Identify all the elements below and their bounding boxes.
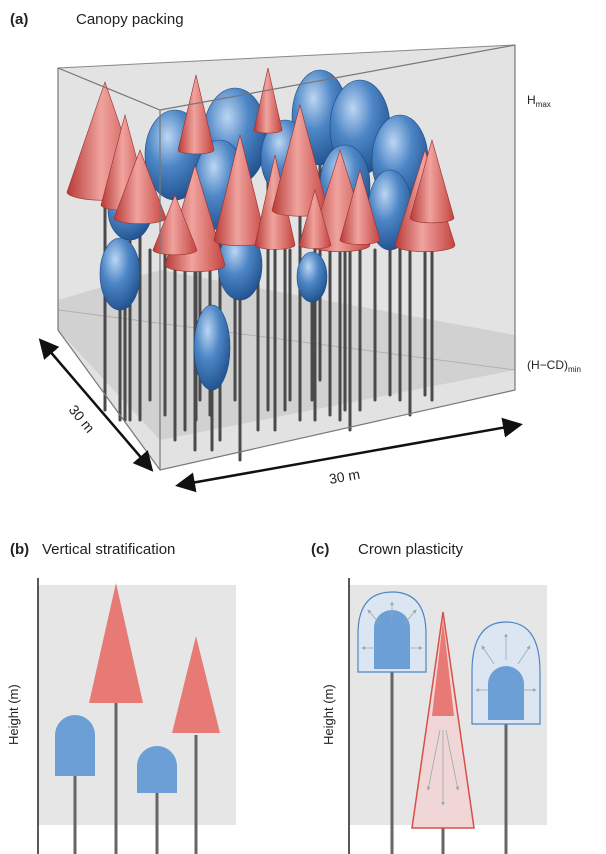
hcd-label: (H−CD)min (527, 358, 581, 374)
panel-c: (c) Crown plasticity Height (m) (311, 541, 547, 854)
cone-crown-19 (113, 149, 167, 225)
hcd-sub: min (568, 365, 581, 374)
crowns (66, 67, 456, 391)
hmax-main: H (527, 93, 536, 107)
panel-b-stems (73, 700, 198, 854)
cone-crown-c2 (432, 620, 454, 716)
cone-crown-16 (177, 74, 215, 155)
panel-c-title: Crown plasticity (358, 541, 464, 558)
cone-crown-17 (253, 67, 283, 134)
box-outline (57, 45, 516, 471)
hmax-label: Hmax (527, 93, 551, 109)
cone-body-29 (152, 194, 198, 256)
expansion-arrows-c2 (426, 729, 460, 806)
depth-dimension-label: 30 m (66, 402, 98, 436)
ellipsoid-crown-13 (193, 304, 231, 391)
cone-body-16 (177, 74, 215, 155)
width-arrow (175, 417, 523, 493)
ellipsoid-crown-12 (296, 251, 328, 303)
ellipsoid-crown-10 (99, 237, 141, 311)
cone-crown-29 (152, 194, 198, 256)
panel-a-title: Canopy packing (76, 11, 184, 28)
cone-body-25 (339, 168, 381, 245)
hcd-main: (H−CD) (527, 358, 568, 372)
panel-a-letter: (a) (10, 11, 28, 28)
panel-c-ylabel: Height (m) (321, 684, 336, 745)
hmax-sub: max (536, 100, 551, 109)
shade-tolerant-crown-c1 (374, 610, 410, 669)
cone-crown-25 (339, 168, 381, 245)
plastic-envelope-c2 (411, 611, 475, 829)
shade-tolerant-crown-b3 (137, 746, 177, 793)
panel-b: (b) Vertical stratification Height (m) (6, 541, 236, 854)
cone-crown-28 (298, 188, 332, 249)
cone-body-27 (409, 138, 455, 224)
panel-b-letter: (b) (10, 541, 29, 558)
expansion-arrows-c1 (361, 601, 423, 650)
panel-b-ylabel: Height (m) (6, 684, 21, 745)
cone-crown-b2 (89, 583, 143, 703)
expansion-arrows-c3 (475, 633, 537, 692)
shade-tolerant-crown-b1 (55, 715, 95, 776)
cone-body-17 (253, 67, 283, 134)
shade-tolerant-crown-c3 (488, 666, 524, 720)
panel-a: (a) Canopy packing Hmax (H−CD)min 30 m 3… (10, 11, 581, 493)
cone-body-19 (113, 149, 167, 225)
width-dimension-label: 30 m (328, 466, 361, 487)
box-front-edges (57, 44, 516, 471)
cone-body-28 (298, 188, 332, 249)
cone-crown-b4 (172, 636, 220, 733)
panel-c-letter: (c) (311, 541, 329, 558)
panel-b-title: Vertical stratification (42, 541, 175, 558)
cone-crown-27 (409, 138, 455, 224)
depth-arrow (38, 338, 154, 472)
